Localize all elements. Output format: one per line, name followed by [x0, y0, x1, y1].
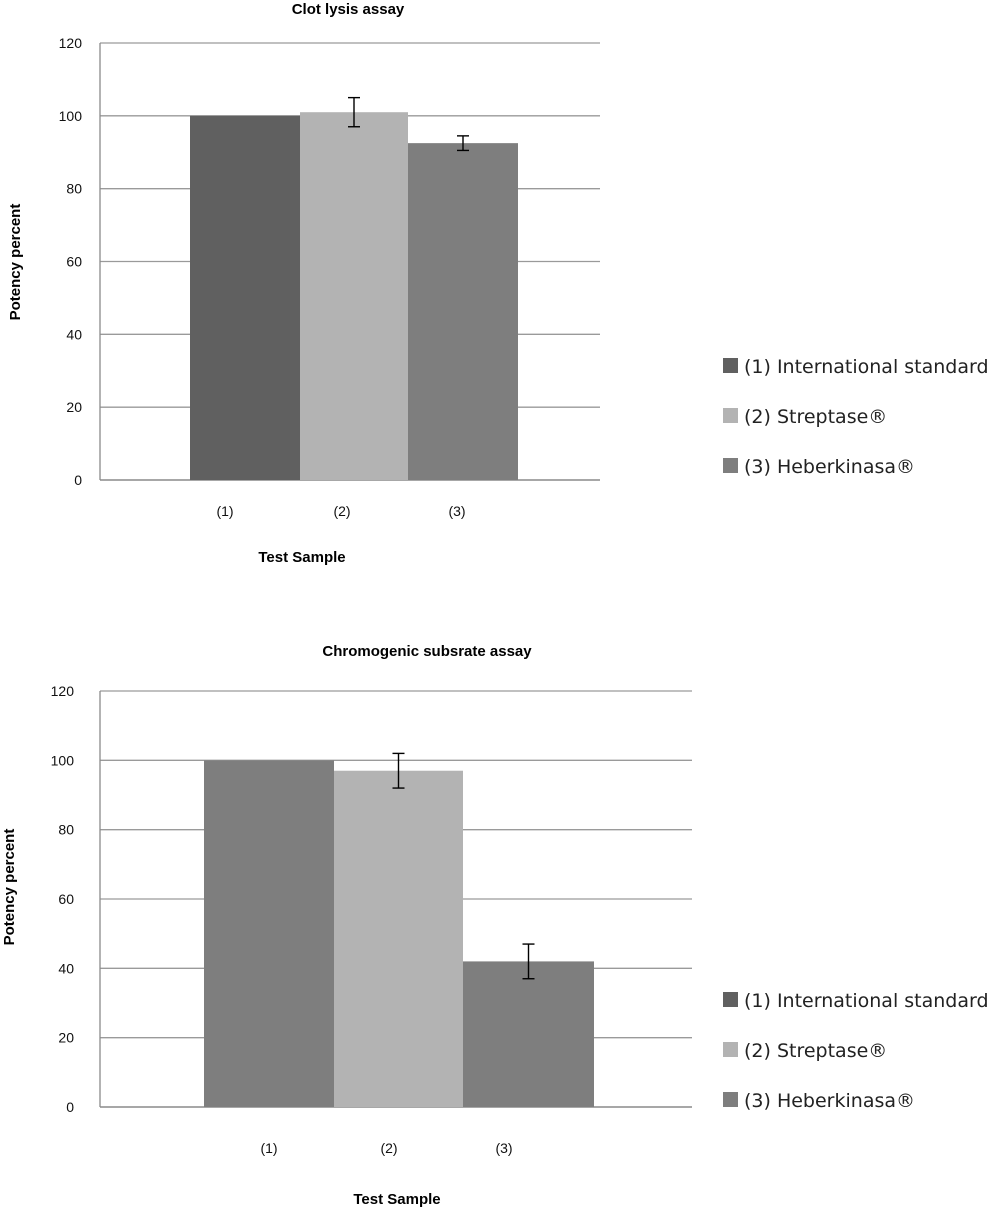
x-axis-title: Test Sample [258, 549, 345, 566]
legend-label: (2) Streptase® [744, 1040, 887, 1062]
legend-swatch [723, 1092, 738, 1107]
y-axis-title: Potency percent [7, 204, 24, 321]
bar [300, 112, 408, 481]
y-tick-label: 100 [51, 752, 75, 768]
x-tick-label: (3) [495, 1140, 512, 1156]
y-tick-label: 60 [58, 891, 74, 907]
legend-swatch [723, 1042, 738, 1057]
chart-title: Chromogenic subsrate assay [322, 643, 532, 660]
x-tick-label: (2) [380, 1140, 397, 1156]
legend-swatch [723, 992, 738, 1007]
y-tick-label: 60 [66, 254, 82, 270]
y-tick-label: 20 [66, 399, 82, 415]
legend-label: (1) International standard [744, 990, 989, 1012]
legend-swatch [723, 358, 738, 373]
legend-swatch [723, 458, 738, 473]
x-tick-label: (1) [260, 1140, 277, 1156]
y-tick-label: 40 [66, 326, 82, 342]
x-axis-title: Test Sample [353, 1191, 440, 1208]
legend-label: (1) International standard [744, 356, 989, 378]
y-axis-title: Potency percent [1, 829, 18, 946]
legend-label: (3) Heberkinasa® [744, 456, 915, 478]
chart-2: Chromogenic subsrate assay 0 20 40 60 80 100 12… [1, 643, 989, 1208]
bar [463, 961, 594, 1107]
y-tick-label: 80 [66, 181, 82, 197]
x-tick-label: (3) [448, 503, 465, 519]
bar [334, 770, 463, 1107]
x-tick-label: (1) [216, 503, 233, 519]
legend: (1) International standard (2) Streptase®… [723, 356, 989, 478]
y-tick-label: 20 [58, 1030, 74, 1046]
legend-label: (2) Streptase® [744, 406, 887, 428]
legend-swatch [723, 408, 738, 423]
bar [408, 143, 518, 481]
legend-label: (3) Heberkinasa® [744, 1090, 915, 1112]
y-tick-label: 0 [66, 1099, 74, 1115]
y-tick-label: 40 [58, 960, 74, 976]
y-tick-label: 80 [58, 822, 74, 838]
y-tick-label: 120 [51, 683, 75, 699]
y-tick-label: 0 [74, 472, 82, 488]
chart-title: Clot lysis assay [292, 1, 405, 18]
y-tick-label: 120 [59, 35, 83, 51]
x-tick-label: (2) [333, 503, 350, 519]
bar [204, 760, 334, 1107]
y-tick-label: 100 [59, 108, 83, 124]
legend: (1) International standard (2) Streptase®… [723, 990, 989, 1112]
chart-1: Clot lysis assay 0 20 40 60 80 100 120 (1) (2) (3)… [7, 1, 989, 566]
bar [190, 115, 300, 480]
